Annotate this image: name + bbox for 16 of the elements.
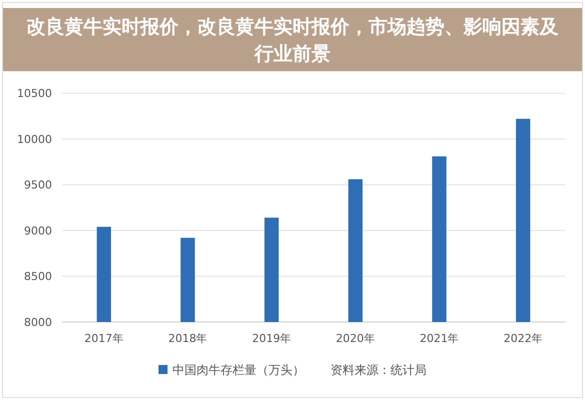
legend: 中国肉牛存栏量（万头） — [158, 363, 304, 377]
y-tick-label: 9000 — [24, 224, 52, 238]
x-tick-label: 2018年 — [168, 332, 208, 345]
x-tick-label: 2022年 — [504, 332, 543, 345]
y-tick-label: 10500 — [17, 87, 52, 100]
x-tick-label: 2019年 — [252, 332, 292, 345]
title: 改良黄牛实时报价，改良黄牛实时报价，市场趋势、影响因素及行业前景 — [3, 8, 582, 72]
y-tick-label: 8500 — [24, 270, 52, 284]
y-tick-label: 10000 — [17, 132, 52, 146]
chart-title: 改良黄牛实时报价，改良黄牛实时报价，市场趋势、影响因素及行业前景 — [26, 16, 558, 65]
x-tick-label: 2020年 — [336, 332, 375, 345]
y-tick-label: 8000 — [24, 316, 52, 329]
annotation: 资料来源：统计局 — [330, 363, 426, 377]
x-tick-label: 2017年 — [84, 332, 124, 345]
y-tick-label: 9500 — [24, 178, 52, 192]
x-tick-label: 2021年 — [420, 332, 459, 345]
